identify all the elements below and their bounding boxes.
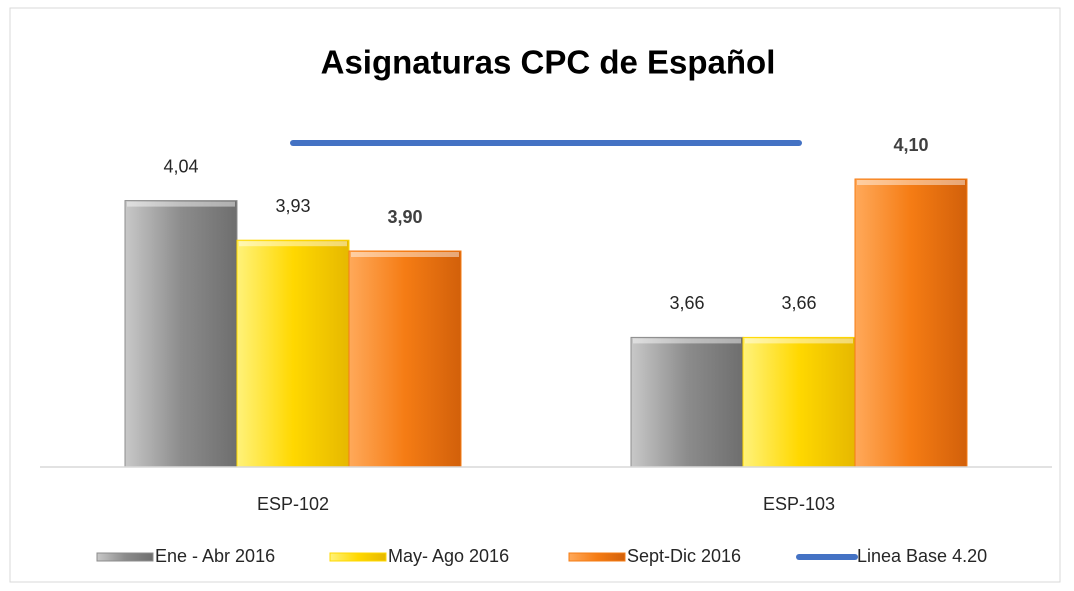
- bar-bevel: [857, 180, 965, 185]
- bar: [124, 200, 238, 468]
- legend-label: Ene - Abr 2016: [155, 546, 275, 566]
- legend-label: Linea Base 4.20: [857, 546, 987, 566]
- bar-bevel: [127, 201, 235, 207]
- x-tick-label: ESP-102: [257, 494, 329, 514]
- bar-bevel: [633, 338, 741, 344]
- legend-label: Sept-Dic 2016: [627, 546, 741, 566]
- data-label: 3,90: [387, 207, 422, 227]
- bar-bevel: [745, 338, 853, 344]
- bar: [854, 178, 968, 468]
- bar: [630, 336, 744, 468]
- data-label: 3,66: [669, 293, 704, 313]
- bar-bevel: [351, 252, 459, 257]
- bar: [742, 336, 856, 468]
- chart-title: Asignaturas CPC de Español: [321, 44, 776, 81]
- legend-swatch: [96, 552, 154, 562]
- bar: [348, 250, 462, 468]
- legend-swatch: [329, 552, 387, 562]
- bar: [236, 239, 350, 468]
- bar-bevel: [239, 241, 347, 247]
- data-label: 3,66: [781, 293, 816, 313]
- legend-swatch: [568, 552, 626, 562]
- legend-label: May- Ago 2016: [388, 546, 509, 566]
- data-label: 4,10: [893, 135, 928, 155]
- data-label: 3,93: [275, 196, 310, 216]
- data-label: 4,04: [163, 156, 198, 176]
- x-tick-label: ESP-103: [763, 494, 835, 514]
